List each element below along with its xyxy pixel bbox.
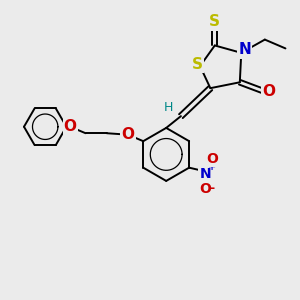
Text: O: O [122, 127, 134, 142]
Text: O: O [206, 152, 218, 166]
Text: O: O [64, 119, 77, 134]
Text: O: O [262, 84, 275, 99]
Text: -: - [209, 182, 214, 195]
Text: S: S [192, 57, 203, 72]
Text: O: O [200, 182, 211, 196]
Text: +: + [208, 162, 216, 172]
Text: H: H [164, 101, 173, 114]
Text: N: N [200, 167, 211, 181]
Text: N: N [238, 42, 251, 57]
Text: S: S [209, 14, 220, 29]
